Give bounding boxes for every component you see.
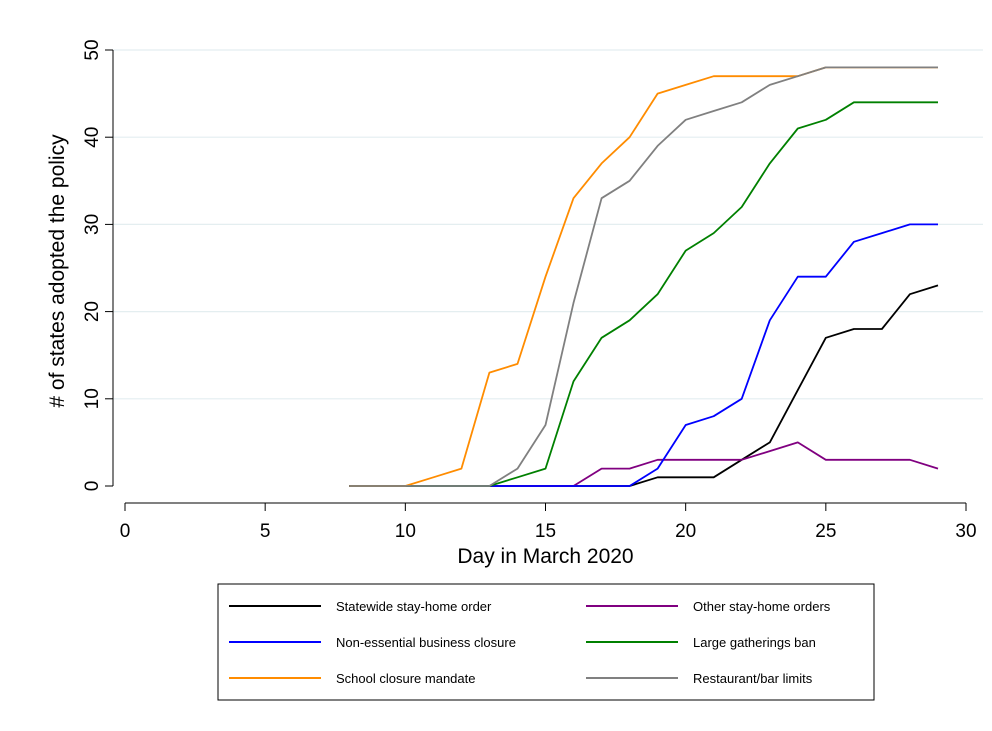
- legend-label-0: Statewide stay-home order: [336, 599, 492, 614]
- x-tick-label-30: 30: [955, 521, 976, 542]
- x-tick-label-20: 20: [675, 521, 696, 542]
- x-tick-label-10: 10: [395, 521, 416, 542]
- y-axis-title: # of states adopted the policy: [46, 134, 69, 408]
- legend-label-1: Other stay-home orders: [693, 599, 831, 614]
- y-tick-label-10: 10: [82, 388, 103, 409]
- x-tick-label-5: 5: [260, 521, 271, 542]
- series-lines: [349, 66, 939, 487]
- series-line-5: [349, 66, 938, 487]
- series-line-2: [349, 223, 938, 487]
- series-line-3: [349, 101, 938, 487]
- y-tick-label-20: 20: [82, 301, 103, 322]
- x-axis-title: Day in March 2020: [457, 545, 633, 568]
- legend-label-2: Non-essential business closure: [336, 635, 516, 650]
- x-axis: 0 5 10 15 20 25 30: [120, 502, 977, 542]
- y-tick-label-0: 0: [82, 481, 103, 492]
- x-tick-label-15: 15: [535, 521, 556, 542]
- legend-label-4: School closure mandate: [336, 671, 475, 686]
- legend-label-3: Large gatherings ban: [693, 635, 816, 650]
- series-line-0: [349, 284, 939, 487]
- x-tick-label-25: 25: [815, 521, 836, 542]
- series-line-1: [349, 441, 939, 487]
- y-tick-label-30: 30: [82, 214, 103, 235]
- legend-box: [217, 583, 875, 701]
- gridlines: [113, 49, 983, 400]
- y-tick-label-50: 50: [82, 39, 103, 60]
- y-tick-label-40: 40: [82, 127, 103, 148]
- y-axis: 0 10 20 30 40 50: [82, 39, 114, 492]
- series-line-4: [349, 66, 938, 487]
- legend-label-5: Restaurant/bar limits: [693, 671, 813, 686]
- legend: Statewide stay-home order Other stay-home…: [217, 583, 875, 701]
- x-tick-label-0: 0: [120, 521, 131, 542]
